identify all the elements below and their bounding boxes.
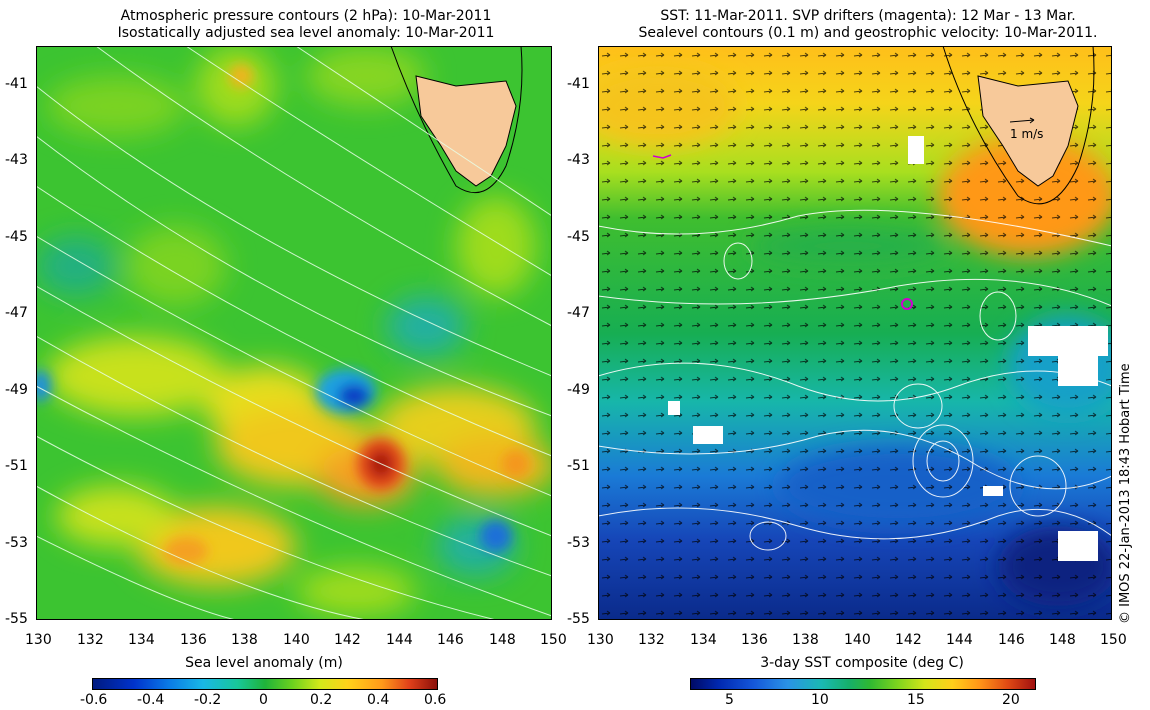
x-tick: 134 [128,632,155,648]
right-map-title: SST: 11-Mar-2011. SVP drifters (magenta)… [598,8,1138,42]
y-tick: -53 [567,535,590,551]
y-tick: -47 [567,305,590,321]
colorbar-tick: -0.6 [80,692,108,708]
colorbar-tick: 5 [725,692,734,708]
colorbar-tick: 0.6 [424,692,447,708]
x-tick: 138 [792,632,819,648]
x-tick: 146 [998,632,1025,648]
sea-level-anomaly-map [36,46,552,620]
right-title-line2: Sealevel contours (0.1 m) and geostrophi… [638,25,1098,41]
x-tick: 130 [25,632,52,648]
y-tick: -49 [5,382,28,398]
x-tick: 138 [231,632,258,648]
sea-level-colorbar [92,678,438,690]
velocity-scale-label: 1 m/s [1010,127,1043,141]
colorbar-tick: -0.2 [194,692,222,708]
y-tick: -55 [5,611,28,627]
imos-credit: © IMOS 22-Jan-2013 18:43 Hobart Time [1118,363,1133,624]
colorbar-tick: 0.4 [367,692,390,708]
x-tick: 148 [489,632,516,648]
y-tick: -53 [5,535,28,551]
x-tick: 142 [334,632,361,648]
x-tick: 130 [587,632,614,648]
x-tick: 136 [741,632,768,648]
x-tick: 144 [946,632,973,648]
y-tick: -45 [567,229,590,245]
x-tick: 144 [386,632,413,648]
x-tick: 132 [77,632,104,648]
tasmania-landmass [977,75,1079,187]
sst-map: 1 m/s [598,46,1112,620]
y-tick: -49 [567,382,590,398]
y-tick: -43 [567,152,590,168]
y-tick: -51 [5,458,28,474]
y-tick: -43 [5,152,28,168]
left-map-title: Atmospheric pressure contours (2 hPa): 1… [36,8,576,42]
right-title-line1: SST: 11-Mar-2011. SVP drifters (magenta)… [660,8,1076,24]
colorbar-tick: 0.2 [310,692,333,708]
y-tick: -47 [5,305,28,321]
left-colorbar-label: Sea level anomaly (m) [185,655,343,671]
right-colorbar-label: 3-day SST composite (deg C) [760,655,964,671]
sst-field: 1 m/s [598,46,1112,620]
colorbar-tick: 0 [259,692,268,708]
colorbar-tick: 20 [1002,692,1020,708]
colorbar-tick: 15 [907,692,925,708]
x-tick: 146 [437,632,464,648]
y-tick: -51 [567,458,590,474]
x-tick: 148 [1049,632,1076,648]
x-tick: 136 [180,632,207,648]
x-tick: 142 [895,632,922,648]
colorbar-tick: -0.4 [137,692,165,708]
x-tick: 150 [1100,632,1127,648]
left-title-line2: Isostatically adjusted sea level anomaly… [117,25,495,41]
x-tick: 134 [690,632,717,648]
y-tick: -41 [567,76,590,92]
sea-level-anomaly-field [36,46,552,620]
y-tick: -41 [5,76,28,92]
y-tick: -55 [567,611,590,627]
left-title-line1: Atmospheric pressure contours (2 hPa): 1… [120,8,492,24]
y-tick: -45 [5,229,28,245]
x-tick: 132 [638,632,665,648]
x-tick: 140 [283,632,310,648]
sst-colorbar [690,678,1036,690]
x-tick: 140 [844,632,871,648]
x-tick: 150 [540,632,567,648]
svp-drifter-track [652,154,672,159]
colorbar-tick: 10 [811,692,829,708]
svp-drifter-marker [901,298,913,310]
